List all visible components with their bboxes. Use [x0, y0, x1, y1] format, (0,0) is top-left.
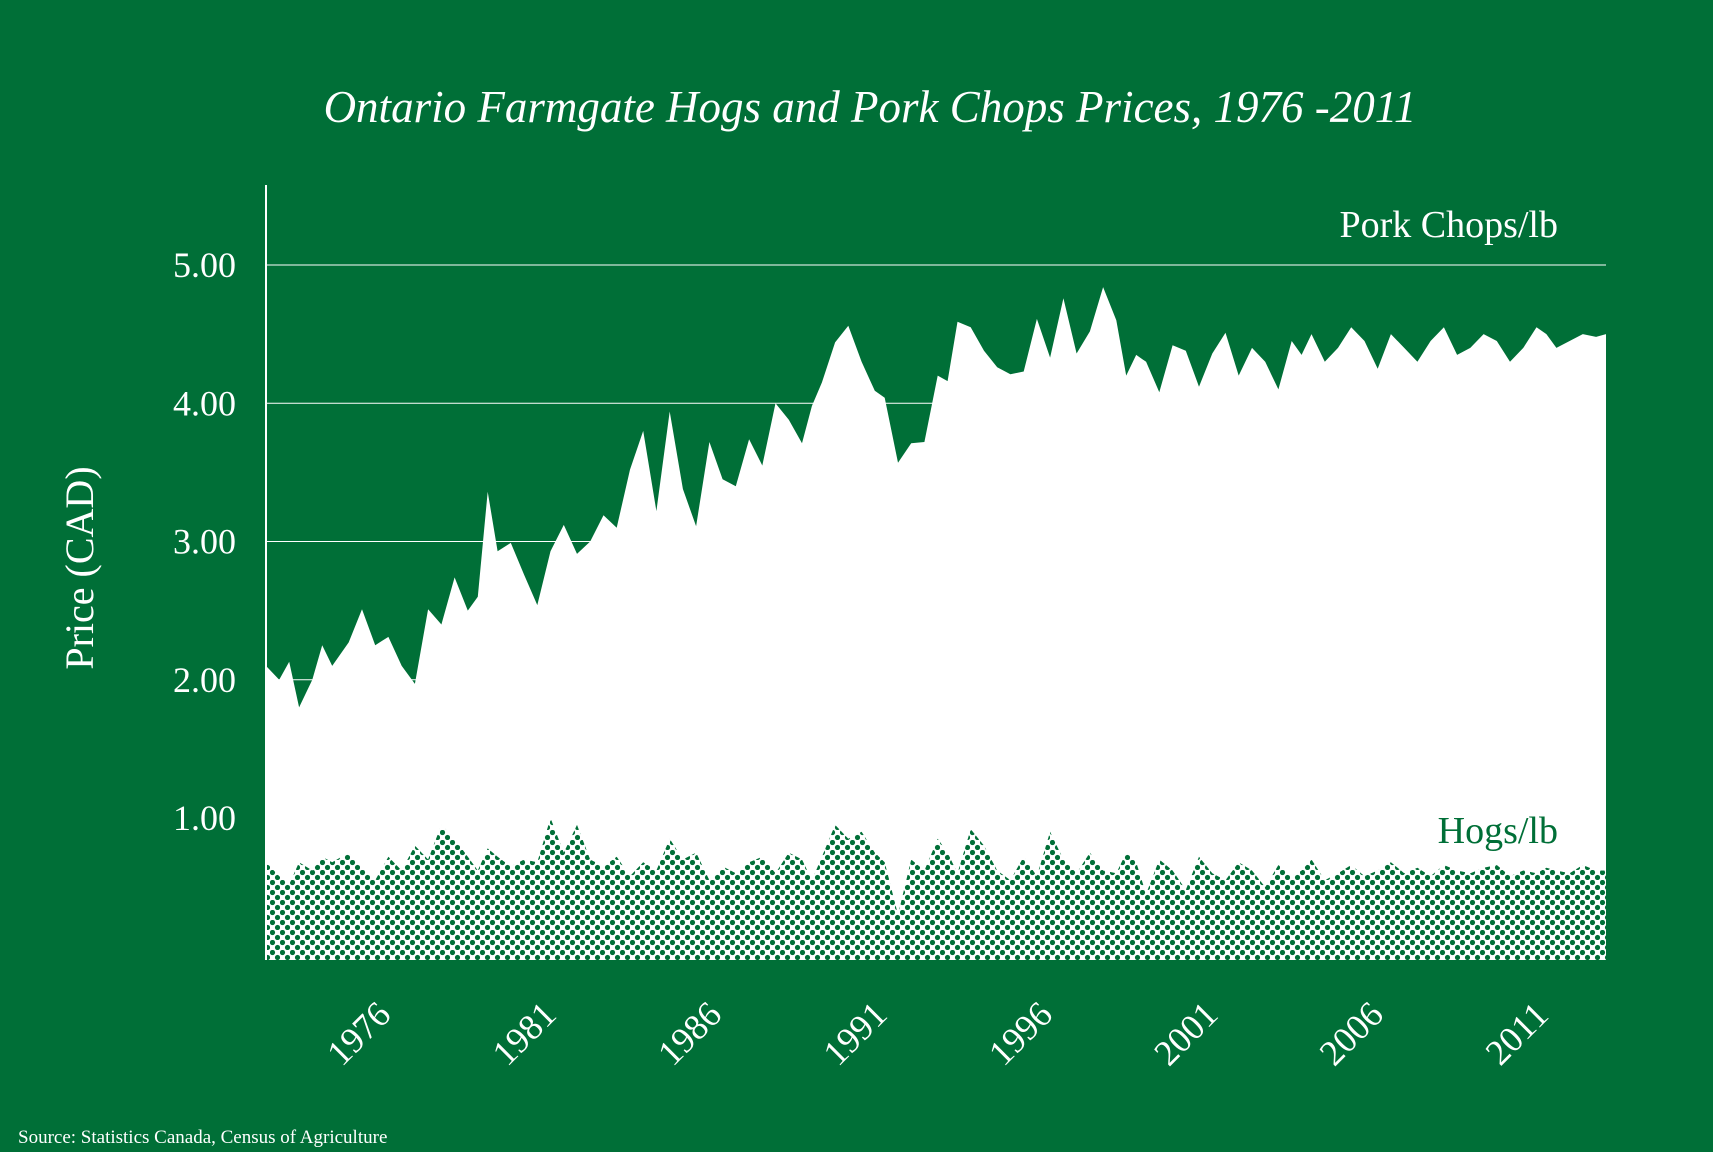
y-tick-label: 2.00	[173, 660, 236, 700]
source-note: Source: Statistics Canada, Census of Agr…	[18, 1127, 387, 1148]
y-tick-label: 3.00	[173, 522, 236, 562]
y-tick-label: 5.00	[173, 245, 236, 285]
y-axis-label: Price (CAD)	[57, 466, 102, 669]
x-tick-label: 1981	[485, 994, 564, 1073]
y-tick-label: 1.00	[173, 798, 236, 838]
y-tick-label: 4.00	[173, 383, 236, 423]
legend-hogs: Hogs/lb	[1438, 810, 1558, 852]
y-tick-labels: 1.00 2.00 3.00 4.00 5.00	[173, 245, 236, 838]
chart-title: Ontario Farmgate Hogs and Pork Chops Pri…	[324, 82, 1417, 132]
hogs-area	[266, 818, 1606, 960]
legend-pork-chops: Pork Chops/lb	[1339, 204, 1558, 246]
x-tick-label: 2001	[1146, 994, 1225, 1073]
x-tick-label: 1976	[319, 994, 398, 1073]
x-tick-label: 1986	[650, 994, 729, 1073]
pork-chops-area	[266, 287, 1606, 961]
x-tick-label: 2011	[1478, 994, 1556, 1072]
x-tick-label: 2006	[1312, 994, 1391, 1073]
x-tick-labels: 1976 1981 1986 1991 1996 2001 2006 2011	[319, 994, 1556, 1073]
x-tick-label: 1996	[981, 994, 1060, 1073]
x-tick-label: 1991	[815, 994, 894, 1073]
